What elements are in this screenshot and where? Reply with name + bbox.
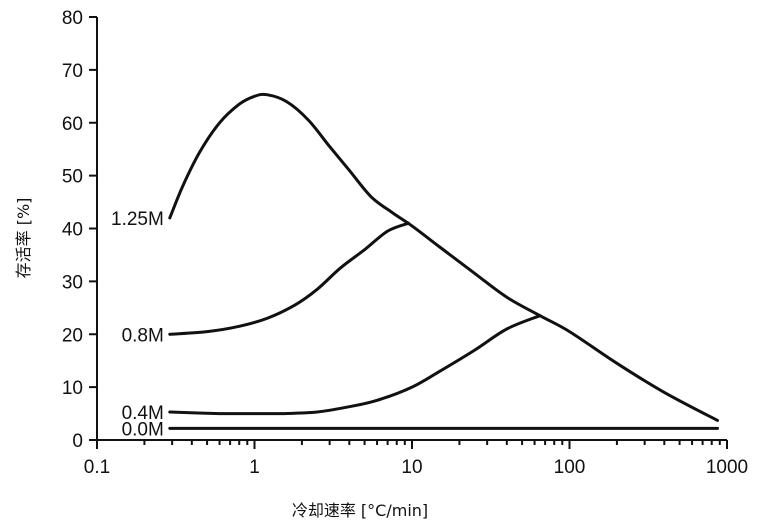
y-tick-label: 30 — [62, 272, 83, 293]
y-tick-label: 70 — [62, 61, 83, 82]
series-line-1-25m — [168, 92, 719, 422]
series-label-0-8m: 0.8M — [122, 325, 164, 346]
axes — [96, 17, 727, 441]
x-tick-label: 10 — [401, 457, 422, 478]
y-tick-label: 0 — [72, 431, 83, 452]
y-tick-label: 80 — [62, 8, 83, 29]
y-tick-label: 50 — [62, 167, 83, 188]
y-axis-title: 存活率 [%] — [14, 198, 33, 279]
series-line-0-8m — [168, 221, 410, 336]
series-label-1-25m: 1.25M — [111, 209, 164, 230]
ticks: 0 10 20 30 40 50 60 70 80 0.1 1 10 100 1000 — [62, 8, 748, 478]
y-tick-label: 40 — [62, 220, 83, 241]
x-tick-label: 1 — [249, 457, 260, 478]
y-tick-label: 60 — [62, 114, 83, 135]
y-tick-label: 20 — [62, 325, 83, 346]
series-label-0-4m: 0.4M — [122, 403, 164, 424]
x-tick-label: 100 — [554, 457, 586, 478]
series-line-0-4m — [168, 314, 542, 416]
x-tick-label: 1000 — [706, 457, 748, 478]
x-tick-label: 0.1 — [84, 457, 110, 478]
y-tick-label: 10 — [62, 378, 83, 399]
series-label-0-0m: 0.0M — [122, 419, 164, 440]
curves — [168, 92, 719, 430]
series-labels: 1.25M 0.8M 0.4M0.0M — [111, 209, 164, 440]
x-axis-title: 冷却速率 [°C/min] — [292, 501, 428, 520]
